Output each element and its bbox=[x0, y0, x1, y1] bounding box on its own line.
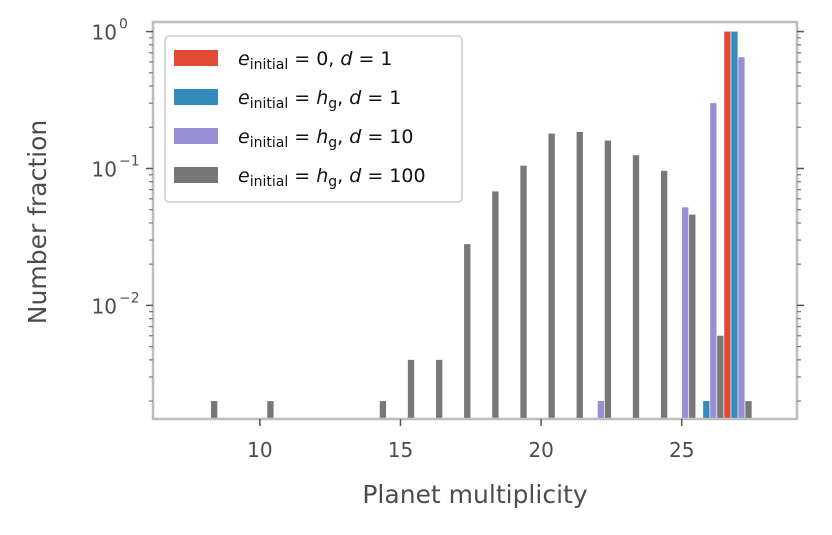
plot-frame bbox=[151, 20, 799, 421]
bar bbox=[520, 165, 527, 419]
legend-entry-label: einitial = hg, d = 100 bbox=[238, 165, 426, 190]
legend-swatch bbox=[174, 89, 218, 105]
bar bbox=[682, 207, 689, 419]
bar bbox=[745, 401, 752, 419]
legend-swatch bbox=[174, 167, 218, 183]
bar bbox=[738, 57, 745, 419]
bar bbox=[710, 103, 717, 419]
legend-entry-label: einitial = hg, d = 1 bbox=[238, 87, 401, 112]
bar bbox=[548, 133, 555, 419]
y-tick-label: 10 bbox=[92, 157, 117, 181]
bar bbox=[379, 401, 387, 419]
y-tick-exponent: 0 bbox=[119, 17, 128, 33]
x-tick-label: 15 bbox=[388, 438, 413, 462]
x-axis-label: Planet multiplicity bbox=[362, 480, 587, 509]
x-axis: 10 15 20 25 bbox=[247, 419, 694, 462]
legend: einitial = 0, d = 1 einitial = hg, d = 1 e… bbox=[164, 35, 463, 203]
legend-swatch bbox=[174, 128, 218, 144]
legend-entry-label: einitial = 0, d = 1 bbox=[238, 48, 393, 73]
legend-swatch bbox=[174, 50, 218, 66]
bar bbox=[717, 335, 724, 419]
x-tick-label: 25 bbox=[669, 438, 694, 462]
bar bbox=[576, 131, 583, 419]
bar bbox=[211, 401, 218, 419]
x-tick-label: 20 bbox=[528, 438, 553, 462]
bar bbox=[267, 401, 274, 419]
bar bbox=[731, 31, 738, 420]
bar bbox=[703, 401, 710, 419]
y-tick-label: 10 bbox=[92, 294, 117, 318]
legend-box bbox=[164, 35, 463, 203]
bar bbox=[632, 155, 640, 419]
y-axis-label: Number fraction bbox=[23, 120, 52, 324]
bars-layer bbox=[211, 31, 752, 420]
y-tick-exponent: −1 bbox=[119, 153, 140, 169]
x-tick-label: 10 bbox=[247, 438, 272, 462]
y-tick-exponent: −2 bbox=[119, 290, 140, 306]
legend-entry-label: einitial = hg, d = 10 bbox=[238, 126, 413, 151]
bar bbox=[724, 31, 731, 420]
bar bbox=[597, 401, 605, 419]
bar bbox=[407, 359, 415, 419]
bar bbox=[689, 214, 696, 419]
bar bbox=[492, 191, 499, 419]
bar bbox=[464, 244, 471, 419]
bar bbox=[604, 140, 612, 420]
bar bbox=[660, 170, 668, 419]
y-tick-label: 10 bbox=[92, 21, 117, 45]
bar bbox=[435, 359, 443, 419]
